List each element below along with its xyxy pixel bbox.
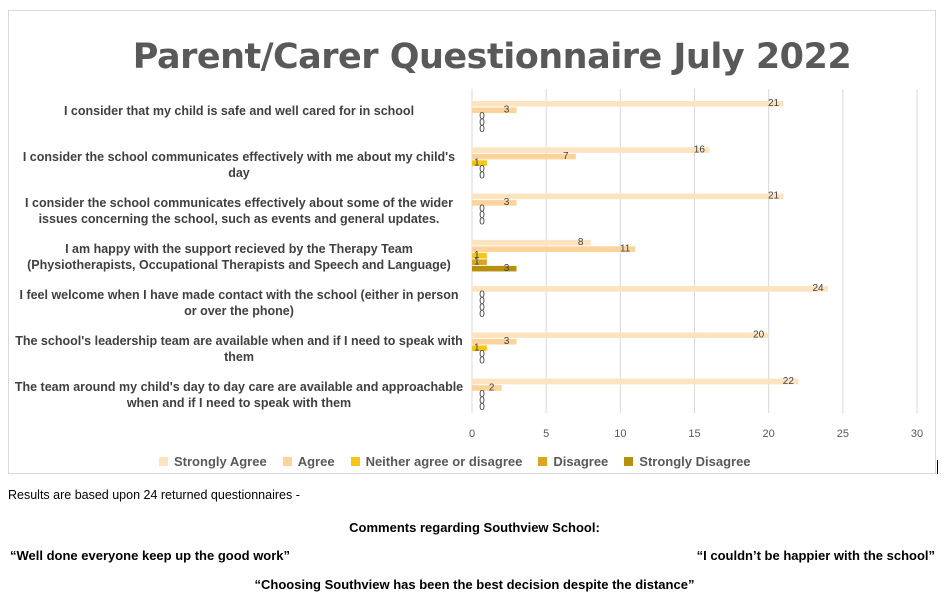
- category-label: I consider the school communicates effec…: [25, 196, 453, 226]
- bar-agree: [472, 200, 517, 206]
- bar-strongly-agree: [472, 193, 784, 200]
- data-label: 0: [479, 118, 485, 129]
- bar-neither-agree-or-disagree: [472, 345, 487, 352]
- bar-strongly-agree: [472, 332, 769, 339]
- data-label: 3: [504, 105, 510, 116]
- category-label: The school's leadership team are availab…: [15, 334, 463, 364]
- data-label: 1: [474, 250, 480, 261]
- data-label: 0: [479, 290, 485, 301]
- data-label: 7: [563, 151, 569, 162]
- data-label: 0: [479, 402, 485, 413]
- bar-strongly-agree: [472, 147, 710, 153]
- legend-label: Neither agree or disagree: [365, 454, 523, 469]
- chart-title: Parent/Carer Questionnaire July 2022: [132, 37, 852, 77]
- category-label: I am happy with the support recieved by …: [27, 242, 451, 272]
- bar-agree: [472, 385, 502, 391]
- comment-quote: “I couldn’t be happier with the school”: [696, 548, 935, 563]
- bar-strongly-disagree: [472, 265, 517, 272]
- bar-strongly-agree: [472, 378, 799, 385]
- data-label: 8: [578, 237, 584, 248]
- bar-agree: [472, 338, 517, 345]
- x-tick-label: 0: [469, 428, 475, 440]
- category-label: I consider the school communicates effec…: [22, 150, 456, 180]
- legend-label: Strongly Disagree: [639, 454, 751, 469]
- bar-disagree: [472, 259, 487, 265]
- legend-swatch: [624, 457, 634, 466]
- data-label: 0: [479, 296, 485, 307]
- legend-item: Neither agree or disagree: [350, 454, 523, 469]
- category-label: I feel welcome when I have made contact …: [19, 288, 459, 318]
- data-label: 21: [768, 98, 780, 109]
- bar-neither-agree-or-disagree: [472, 252, 487, 259]
- data-label: 3: [504, 263, 510, 274]
- legend-swatch: [282, 457, 292, 466]
- data-label: 0: [479, 389, 485, 400]
- legend-label: Strongly Agree: [174, 454, 267, 469]
- data-label: 1: [474, 157, 480, 168]
- x-tick-label: 10: [614, 428, 626, 440]
- data-label: 11: [620, 243, 631, 254]
- data-label: 0: [479, 217, 485, 228]
- legend-swatch: [350, 457, 360, 466]
- legend-label: Agree: [297, 454, 335, 469]
- data-label: 0: [479, 303, 485, 314]
- data-label: 1: [474, 343, 480, 354]
- x-tick-label: 20: [763, 428, 775, 440]
- cursor-mark: [937, 460, 938, 474]
- bar-chart-plot: 0 5 10 15 20 25 302130001671002130008111132400…: [469, 89, 923, 440]
- data-label: 1: [474, 256, 480, 267]
- data-label: 2: [489, 382, 495, 393]
- chart-legend: Strongly Agree Agree Neither agree or disa…: [159, 454, 751, 469]
- comments-heading: Comments regarding Southview School:: [349, 520, 600, 535]
- legend-item: Disagree: [538, 454, 608, 469]
- data-label: 3: [504, 197, 510, 208]
- chart-area: Parent/Carer Questionnaire July 2022 0 5 1…: [8, 10, 936, 474]
- data-label: 0: [479, 356, 485, 367]
- bar-neither-agree-or-disagree: [472, 160, 487, 166]
- data-label: 21: [768, 191, 780, 202]
- data-label: 0: [479, 124, 485, 135]
- results-note: Results are based upon 24 returned quest…: [8, 488, 300, 502]
- data-label: 22: [783, 376, 795, 387]
- legend-swatch: [538, 457, 548, 466]
- bar-strongly-agree: [472, 286, 828, 292]
- x-tick-label: 5: [543, 428, 549, 440]
- data-label: 0: [479, 170, 485, 181]
- data-label: 0: [479, 395, 485, 406]
- legend-swatch: [159, 457, 168, 466]
- data-label: 0: [479, 204, 485, 215]
- bar-strongly-agree: [472, 239, 591, 246]
- data-label: 20: [753, 330, 765, 341]
- category-label: The team around my child's day to day ca…: [14, 380, 464, 410]
- data-label: 24: [812, 283, 824, 294]
- category-label: I consider that my child is safe and wel…: [63, 104, 415, 118]
- data-label: 16: [694, 144, 706, 155]
- data-label: 0: [479, 210, 485, 221]
- comment-quote: “Well done everyone keep up the good wor…: [10, 548, 291, 563]
- data-label: 0: [479, 111, 485, 122]
- x-tick-label: 25: [837, 428, 849, 440]
- bar-strongly-agree: [472, 101, 784, 107]
- x-tick-label: 30: [911, 428, 923, 440]
- comment-quote: “Choosing Southview has been the best de…: [254, 577, 695, 592]
- legend-label: Disagree: [553, 454, 609, 469]
- legend-item: Strongly Agree: [159, 454, 267, 469]
- data-label: 0: [479, 309, 485, 320]
- data-label: 0: [479, 349, 485, 360]
- data-label: 0: [479, 164, 485, 175]
- bar-agree: [472, 246, 636, 252]
- legend-item: Strongly Disagree: [624, 454, 751, 469]
- bar-agree: [472, 107, 517, 114]
- x-tick-label: 15: [688, 428, 700, 440]
- legend-item: Agree: [282, 454, 335, 469]
- data-label: 3: [504, 336, 510, 347]
- bar-agree: [472, 153, 576, 160]
